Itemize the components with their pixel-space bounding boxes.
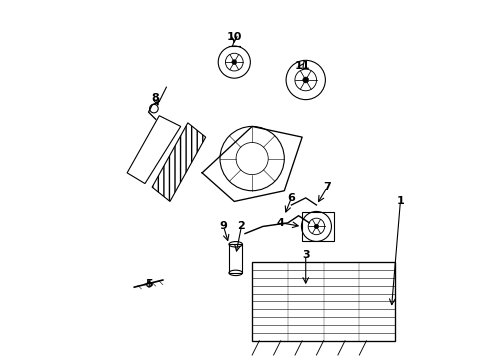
Text: 4: 4 (277, 218, 285, 228)
Bar (302, 212, 334, 241)
Circle shape (303, 77, 309, 83)
Text: 9: 9 (220, 221, 227, 231)
Circle shape (232, 60, 237, 64)
Text: 3: 3 (302, 250, 310, 260)
Bar (252, 262, 395, 341)
Text: 6: 6 (288, 193, 295, 203)
Text: 1: 1 (396, 197, 404, 206)
Text: 11: 11 (294, 61, 310, 71)
Text: 7: 7 (323, 182, 331, 192)
Circle shape (314, 224, 319, 229)
Text: 8: 8 (152, 93, 160, 103)
Text: 2: 2 (238, 221, 245, 231)
Bar (229, 244, 243, 273)
Text: 5: 5 (145, 279, 152, 289)
Text: 10: 10 (226, 32, 242, 42)
